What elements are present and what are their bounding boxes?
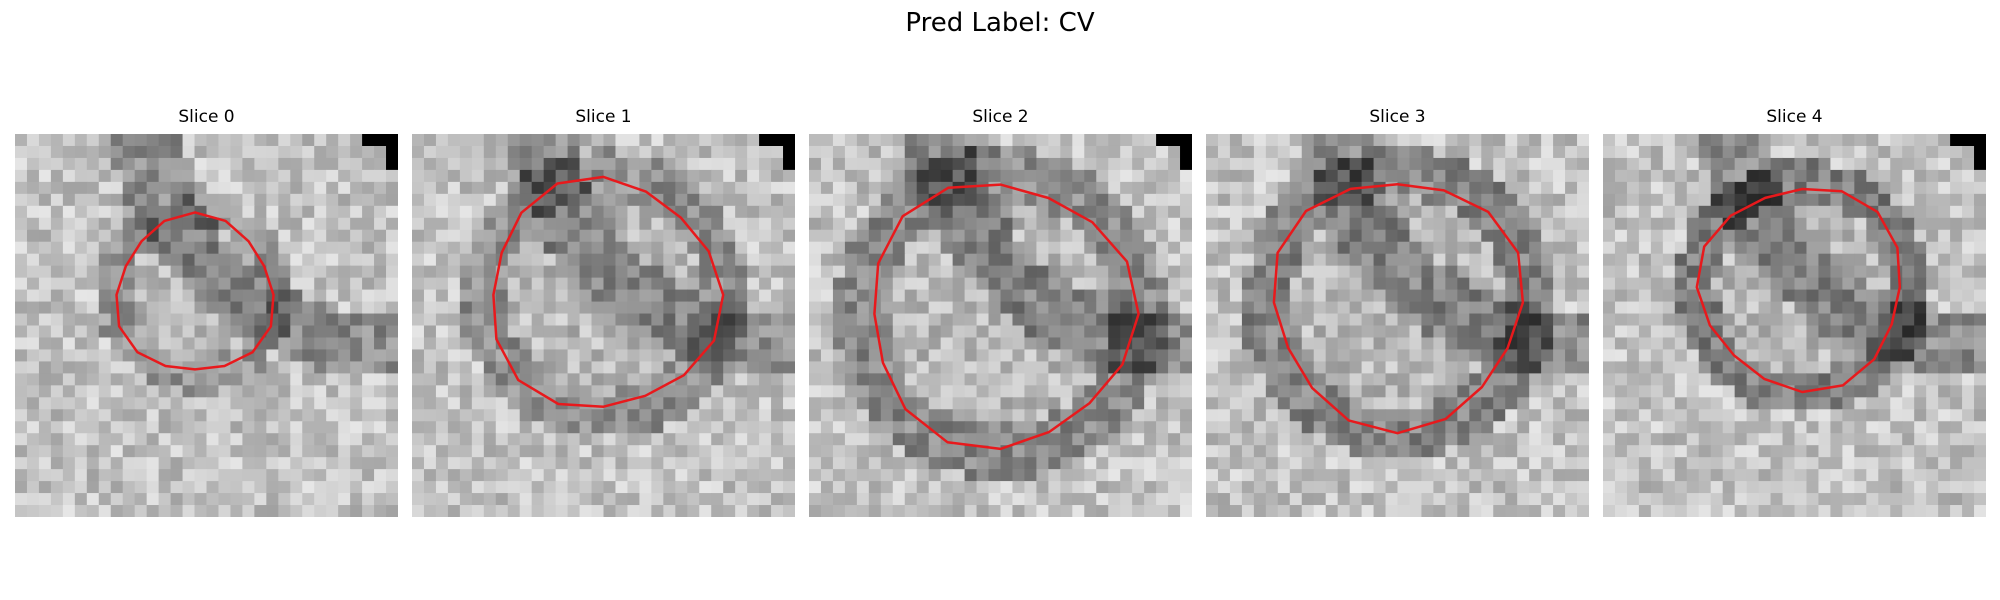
corner-marker <box>362 134 398 170</box>
slice-panel-0: Slice 0 <box>15 106 398 517</box>
contour-outline <box>1272 182 1525 435</box>
slice-image-2 <box>809 134 1192 517</box>
slice-svg <box>1206 134 1589 517</box>
slice-title-0: Slice 0 <box>178 107 235 127</box>
contour-outline <box>115 211 275 371</box>
slice-image-1 <box>412 134 795 517</box>
corner-marker <box>1156 134 1192 170</box>
slice-image-4 <box>1603 134 1986 517</box>
slice-title-2: Slice 2 <box>972 107 1029 127</box>
suptitle: Pred Label: CV <box>905 8 1095 38</box>
slice-panel-3: Slice 3 <box>1206 106 1589 517</box>
slice-panel-1: Slice 1 <box>412 106 795 517</box>
corner-marker <box>1950 134 1986 170</box>
slice-panel-2: Slice 2 <box>809 106 1192 517</box>
slice-title-1: Slice 1 <box>575 107 632 127</box>
corner-marker <box>759 134 795 170</box>
slice-image-3 <box>1206 134 1589 517</box>
slice-svg <box>809 134 1192 517</box>
slice-title-4: Slice 4 <box>1766 107 1823 127</box>
slice-panel-4: Slice 4 <box>1603 106 1986 517</box>
contour-outline <box>492 175 725 408</box>
slice-svg <box>412 134 795 517</box>
contour-outline <box>873 183 1140 451</box>
slice-svg <box>1603 134 1986 517</box>
slice-title-3: Slice 3 <box>1369 107 1426 127</box>
slice-svg <box>15 134 398 517</box>
slice-image-0 <box>15 134 398 517</box>
contour-outline <box>1695 187 1902 394</box>
